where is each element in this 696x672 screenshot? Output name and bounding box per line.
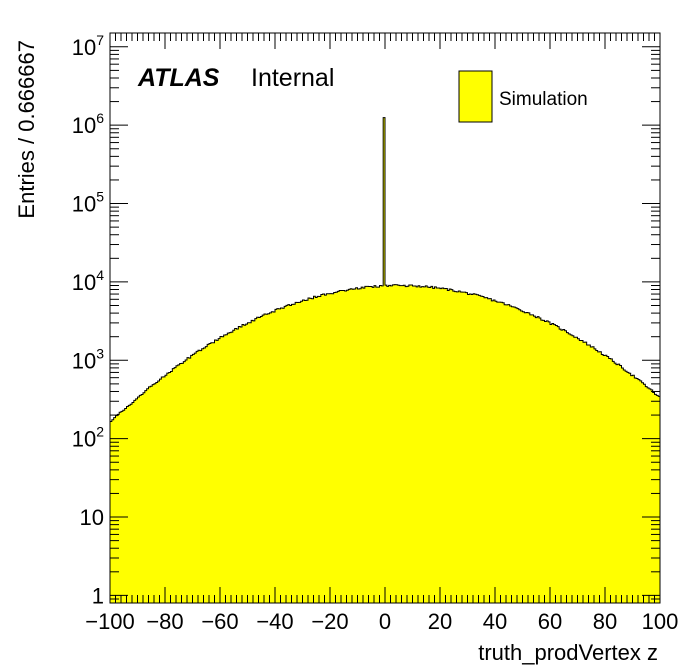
x-tick-label: −40	[256, 609, 293, 634]
atlas-label: ATLAS	[137, 64, 220, 92]
x-tick-label: 60	[538, 609, 562, 634]
y-tick-label: 10	[80, 505, 104, 530]
x-tick-label: −100	[85, 609, 135, 634]
x-axis-ticks	[109, 33, 661, 603]
x-tick-label: 80	[593, 609, 617, 634]
x-tick-label: −60	[201, 609, 238, 634]
legend-swatch	[458, 70, 493, 123]
x-tick-label: −80	[146, 609, 183, 634]
x-tick-label: 100	[642, 609, 679, 634]
y-tick-label: 102	[72, 424, 104, 452]
x-tick-label: 40	[483, 609, 507, 634]
legend-entry-simulation: Simulation	[499, 89, 588, 110]
y-axis-tick-labels: 1 10 102 103 104 105 106 107	[72, 32, 104, 609]
x-tick-label: −20	[311, 609, 348, 634]
y-tick-label: 106	[72, 110, 104, 138]
plot-area	[110, 117, 660, 603]
internal-label: Internal	[251, 64, 334, 92]
y-axis-title: Entries / 0.666667	[14, 40, 39, 219]
y-tick-label: 104	[72, 267, 104, 295]
x-tick-label: 0	[379, 609, 391, 634]
y-axis-ticks	[110, 46, 660, 604]
histogram-outline	[110, 117, 660, 422]
y-tick-label: 107	[72, 32, 104, 60]
x-axis-title: truth_prodVertex z	[478, 640, 658, 665]
x-axis-tick-labels: −100 −80 −60 −40 −20 0 20 40 60 80 100	[85, 609, 678, 634]
x-tick-label: 20	[428, 609, 452, 634]
histogram-fill	[110, 117, 660, 603]
legend: Simulation	[458, 70, 588, 123]
y-tick-label: 103	[72, 345, 104, 373]
y-tick-label: 105	[72, 189, 104, 217]
y-tick-label: 1	[92, 583, 104, 608]
